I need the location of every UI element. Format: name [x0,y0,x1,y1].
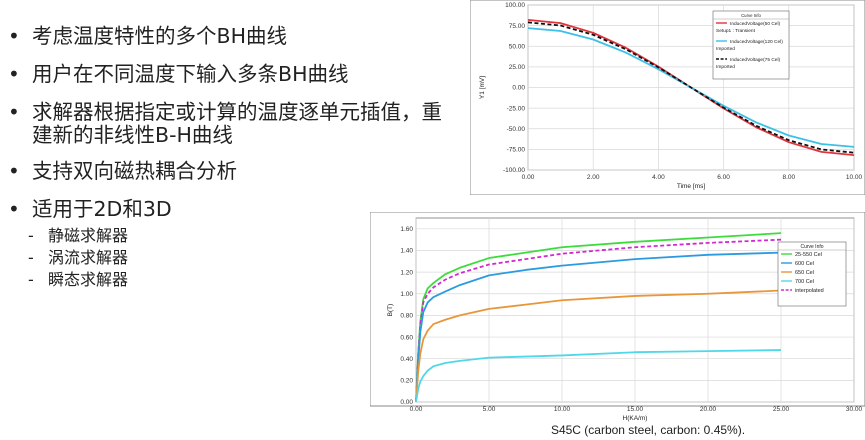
series-line [415,289,782,403]
legend-entry-label: InducedVoltage(75 Cel) [730,57,781,63]
x-tick-label: 2.00 [587,174,600,181]
series-line [415,251,782,403]
y-axis-label: B(T) [387,304,394,317]
bullet-text: 适用于2D和3D [32,197,172,221]
legend-entry-label: 650 Cel [795,270,814,276]
sub-bullet-text: 瞬态求解器 [48,270,129,289]
bullet-item: • 用户在不同温度下输入多条BH曲线 [8,62,349,86]
y-tick-label: 1.40 [400,248,413,255]
y-tick-label: -50.00 [507,126,526,133]
bullet-text: 求解器根据指定或计算的温度逐单元插值，重建新的非线性B-H曲线 [32,100,442,147]
y-tick-label: 100.00 [505,2,525,9]
legend-entry-label: 700 Cel [795,279,814,285]
sub-bullet-item: - 涡流求解器 [28,248,129,267]
bh-curve-chart: 0.00 5.00 10.00 15.00 20.00 25.00 30.00 0.00 0.2… [370,212,865,437]
legend-entry-label: interpolated [795,288,824,294]
x-tick-label: 4.00 [652,174,665,181]
y-tick-label: -75.00 [507,147,526,154]
legend-entry-sub: Setup1 : Transient [716,28,756,34]
legend-title: Curve Info [741,13,761,18]
bullet-item: • 适用于2D和3D [8,197,172,221]
legend-box [777,241,847,307]
y-tick-label: 25.00 [509,64,526,71]
x-tick-label: 0.00 [410,406,423,413]
y-tick-label: -100.00 [503,167,525,174]
x-axis-label: Time [ms] [677,183,705,190]
y-tick-label: 0.00 [512,85,525,92]
y-tick-label: -25.00 [507,105,526,112]
bullet-text: 考虑温度特性的多个BH曲线 [32,24,287,48]
y-tick-label: 0.80 [400,313,413,320]
bullet-list: • 考虑温度特性的多个BH曲线 • 用户在不同温度下输入多条BH曲线 • 求解器根据指… [8,22,478,291]
bullet-text: 支持双向磁热耦合分析 [32,159,237,183]
y-tick-label: 1.60 [400,226,413,233]
series-line [527,21,855,154]
x-tick-label: 10.00 [846,174,863,181]
x-tick-label: 15.00 [627,406,644,413]
y-tick-label: 0.60 [400,334,413,341]
x-tick-label: 25.00 [773,406,790,413]
y-tick-label: 1.00 [400,291,413,298]
legend-entry-sub: Imported [716,46,735,52]
bullet-item: • 求解器根据指定或计算的温度逐单元插值，重建新的非线性B-H曲线 [8,98,478,147]
x-axis-label: H(KA/m) [623,415,648,422]
y-tick-label: 75.00 [509,23,526,30]
legend-entry-label: 600 Cel [795,261,814,267]
bullet-item: • 支持双向磁热耦合分析 [8,159,237,183]
legend-entry-label: 25-550 Cel [795,252,822,258]
legend-entry-label: InducedVoltage(50 Cel) [730,21,781,27]
x-tick-label: 6.00 [717,174,730,181]
series-line [415,238,782,403]
y-tick-label: 0.40 [400,356,413,363]
sub-bullet-item: - 静磁求解器 [28,226,129,245]
y-tick-label: 0.00 [400,399,413,406]
chart-caption: S45C (carbon steel, carbon: 0.45%). [551,423,745,437]
x-tick-label: 0.00 [522,174,535,181]
legend-entry-sub: Imported [716,64,735,70]
x-tick-label: 8.00 [782,174,795,181]
x-tick-label: 5.00 [483,406,496,413]
y-axis-label: Y1 [mV] [479,76,486,99]
legend-title: Curve Info [800,244,823,250]
sub-bullet-text: 静磁求解器 [48,226,129,245]
x-tick-label: 30.00 [846,406,863,413]
induced-voltage-chart: 0.00 2.00 4.00 6.00 8.00 10.00 100.00 75.00 50.0… [470,0,865,195]
y-tick-label: 1.20 [400,269,413,276]
sub-bullet-text: 涡流求解器 [48,248,129,267]
x-tick-label: 10.00 [554,406,571,413]
legend-entry-label: InducedVoltage(120 Cel) [730,39,783,45]
y-tick-label: 50.00 [509,43,526,50]
sub-bullet-item: - 瞬态求解器 [28,270,129,289]
bullet-text: 用户在不同温度下输入多条BH曲线 [32,62,349,86]
x-tick-label: 20.00 [700,406,717,413]
series-line [415,349,782,403]
bullet-item: • 考虑温度特性的多个BH曲线 [8,24,287,48]
y-tick-label: 0.20 [400,378,413,385]
